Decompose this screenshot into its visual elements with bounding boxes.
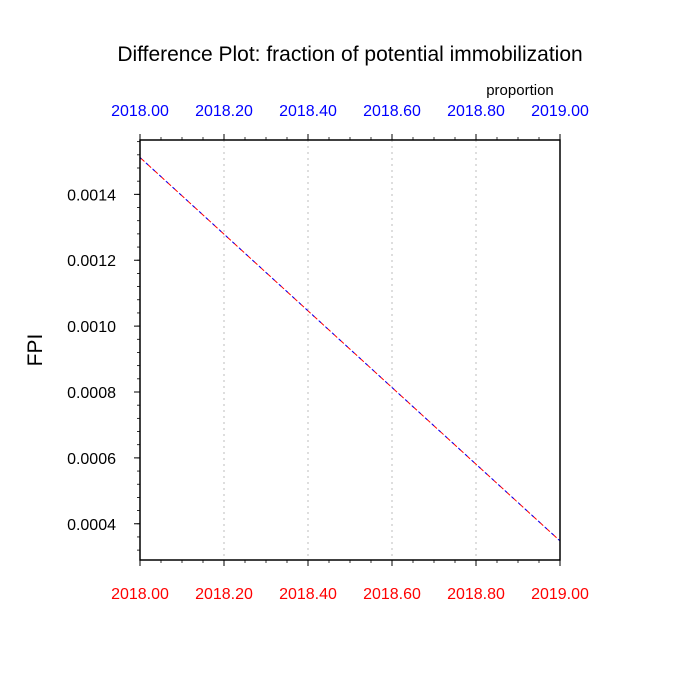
y-tick-label: 0.0004	[67, 517, 116, 534]
x-tick-label-top: 2018.80	[447, 103, 505, 120]
y-tick-label: 0.0012	[67, 253, 116, 270]
y-tick-label: 0.0006	[67, 451, 116, 468]
plot-frame	[139, 139, 561, 561]
chart-subtitle: proportion	[486, 82, 554, 99]
x-tick-label-top: 2018.00	[111, 103, 169, 120]
x-tick-label-top: 2018.60	[363, 103, 421, 120]
chart-title: Difference Plot: fraction of potential i…	[117, 43, 582, 66]
series	[139, 157, 561, 542]
x-tick-label-bottom: 2019.00	[531, 586, 589, 603]
ticks: 2018.00 2018.00 2018.20 2018.20 2018.40 2018.…	[67, 103, 589, 603]
x-tick-label-bottom: 2018.20	[195, 586, 253, 603]
y-tick-label: 0.0014	[67, 187, 116, 204]
x-tick-label-bottom: 2018.40	[279, 586, 337, 603]
x-tick-label-bottom: 2018.80	[447, 586, 505, 603]
x-tick-label-bottom: 2018.00	[111, 586, 169, 603]
series-line-red	[139, 157, 561, 542]
grid	[223, 140, 477, 560]
x-tick-label-top: 2018.20	[195, 103, 253, 120]
y-tick-label: 0.0008	[67, 385, 116, 402]
x-tick-label-bottom: 2018.60	[363, 586, 421, 603]
x-tick-label-top: 2018.40	[279, 103, 337, 120]
y-tick-label: 0.0010	[67, 319, 116, 336]
y-axis-label: FPI	[24, 334, 47, 367]
x-tick-label-top: 2019.00	[531, 103, 589, 120]
